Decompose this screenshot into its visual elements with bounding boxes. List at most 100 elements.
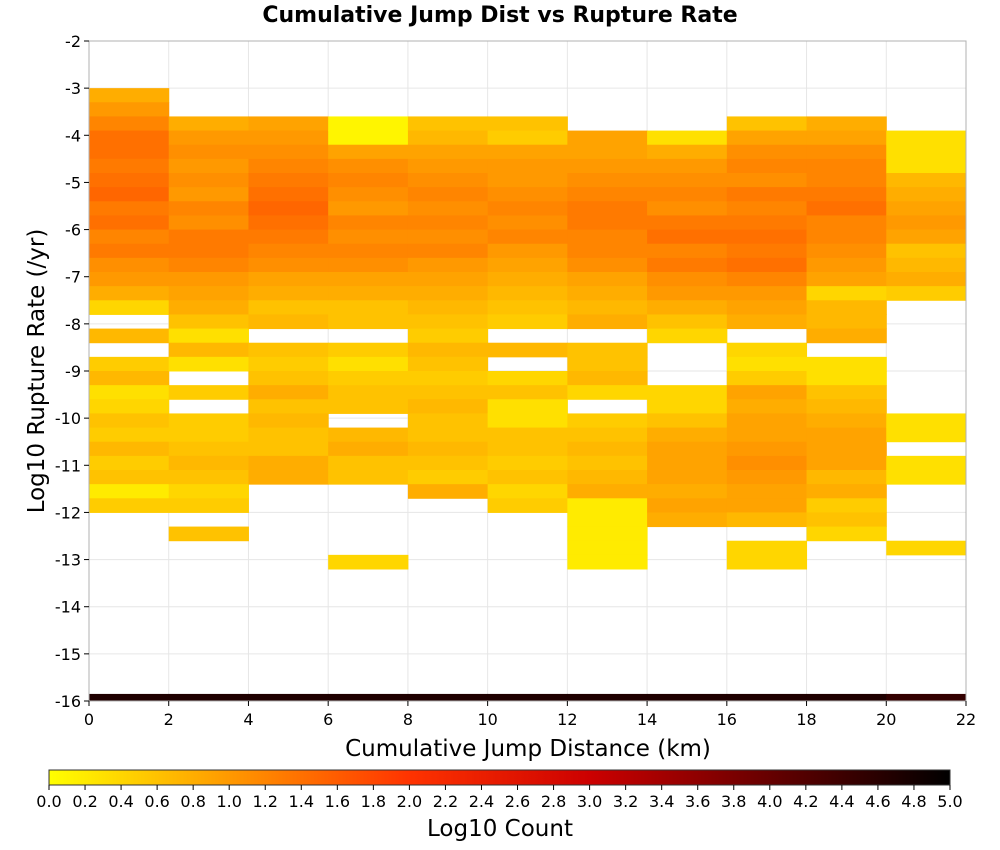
heatmap-cell bbox=[328, 130, 409, 146]
heatmap-cell bbox=[567, 300, 648, 315]
heatmap-cell bbox=[328, 286, 409, 301]
x-tick-label: 20 bbox=[876, 710, 896, 729]
heatmap-cell bbox=[248, 427, 329, 443]
heatmap-cell bbox=[647, 399, 728, 414]
heatmap-cell-bottom bbox=[248, 693, 329, 701]
colorbar-tick-label: 3.8 bbox=[721, 792, 746, 811]
heatmap-cell bbox=[806, 300, 887, 315]
heatmap-cell bbox=[806, 257, 887, 273]
heatmap-cell bbox=[328, 342, 409, 358]
heatmap-cell bbox=[647, 314, 728, 330]
heatmap-cell bbox=[567, 554, 648, 570]
heatmap-cell bbox=[806, 116, 887, 132]
heatmap-cell bbox=[328, 470, 409, 485]
heatmap-cell bbox=[407, 371, 489, 386]
heatmap-cell bbox=[89, 102, 170, 117]
heatmap-cell bbox=[806, 498, 887, 513]
heatmap-cell bbox=[726, 243, 808, 259]
heatmap-cell bbox=[248, 173, 329, 188]
heatmap-cell bbox=[726, 158, 808, 174]
heatmap-cell bbox=[407, 116, 489, 132]
heatmap-cell bbox=[886, 272, 967, 287]
heatmap-cell bbox=[328, 455, 409, 471]
heatmap-cell bbox=[567, 272, 648, 287]
heatmap-cell bbox=[248, 201, 329, 216]
heatmap-cell bbox=[168, 286, 249, 301]
heatmap-cell bbox=[487, 243, 568, 259]
heatmap-cell bbox=[168, 243, 249, 259]
heatmap-cell bbox=[248, 272, 329, 287]
y-tick-label: -2 bbox=[65, 32, 81, 51]
heatmap-cell-bottom bbox=[806, 693, 887, 701]
heatmap-cell bbox=[726, 484, 808, 499]
x-tick-label: 16 bbox=[717, 710, 737, 729]
heatmap-cell bbox=[328, 385, 409, 400]
colorbar-ticks: 0.0 0.2 0.4 0.6 0.8 1.0 1.2 1.4 1.6 1.8 2.0 2.2 2.4 2… bbox=[36, 785, 963, 811]
heatmap-cell bbox=[647, 215, 728, 231]
heatmap-cell bbox=[168, 356, 249, 372]
colorbar-tick-label: 1.4 bbox=[289, 792, 314, 811]
heatmap-cell bbox=[168, 187, 249, 202]
heatmap-cell bbox=[328, 314, 409, 330]
y-tick-label: -13 bbox=[55, 551, 81, 570]
heatmap-cell bbox=[248, 342, 329, 358]
heatmap-cell bbox=[487, 342, 568, 358]
heatmap-cell bbox=[886, 286, 967, 301]
heatmap-cell bbox=[168, 229, 249, 245]
heatmap-cell bbox=[248, 158, 329, 174]
heatmap-cell bbox=[248, 116, 329, 132]
heatmap-cell-bottom bbox=[89, 693, 170, 701]
heatmap-cell bbox=[89, 371, 170, 386]
heatmap-cell bbox=[168, 342, 249, 358]
heatmap-cell bbox=[806, 229, 887, 245]
heatmap-cell bbox=[726, 130, 808, 146]
heatmap-cell bbox=[806, 173, 887, 188]
colorbar-tick-label: 0.8 bbox=[180, 792, 205, 811]
heatmap-cell bbox=[328, 427, 409, 443]
heatmap-cell bbox=[487, 427, 568, 443]
heatmap-cell bbox=[168, 272, 249, 287]
heatmap-cell bbox=[248, 385, 329, 400]
heatmap-cell bbox=[328, 158, 409, 174]
heatmap-cell bbox=[647, 243, 728, 259]
y-tick-label: -8 bbox=[65, 315, 81, 334]
heatmap-cell bbox=[726, 272, 808, 287]
x-tick-label: 6 bbox=[323, 710, 333, 729]
heatmap-cell bbox=[407, 342, 489, 358]
heatmap-cell bbox=[89, 441, 170, 457]
heatmap-cell bbox=[726, 144, 808, 160]
heatmap-cell bbox=[647, 144, 728, 160]
colorbar-tick-label: 0.0 bbox=[36, 792, 61, 811]
heatmap-cell bbox=[726, 441, 808, 457]
x-tick-label: 0 bbox=[84, 710, 94, 729]
heatmap-cell bbox=[328, 243, 409, 259]
heatmap-cell bbox=[806, 427, 887, 443]
heatmap-cell bbox=[806, 484, 887, 499]
heatmap-cell bbox=[886, 455, 967, 471]
heatmap-cell bbox=[886, 173, 967, 188]
heatmap-cell bbox=[726, 201, 808, 216]
heatmap-cell bbox=[407, 413, 489, 429]
y-tick-label: -14 bbox=[55, 598, 81, 617]
heatmap-cell bbox=[726, 229, 808, 245]
heatmap-cell bbox=[248, 187, 329, 202]
heatmap-cell bbox=[168, 470, 249, 485]
heatmap-cell bbox=[487, 385, 568, 400]
heatmap-cell bbox=[806, 512, 887, 528]
heatmap-cell bbox=[726, 116, 808, 132]
heatmap-cell bbox=[806, 371, 887, 386]
heatmap-cell bbox=[806, 328, 887, 344]
heatmap-cell bbox=[487, 286, 568, 301]
heatmap-cell bbox=[89, 257, 170, 273]
heatmap-cell bbox=[89, 484, 170, 499]
heatmap-cell bbox=[567, 314, 648, 330]
heatmap-cell bbox=[407, 441, 489, 457]
colorbar-tick-label: 3.6 bbox=[685, 792, 710, 811]
heatmap-cell bbox=[89, 470, 170, 485]
heatmap-cell bbox=[328, 187, 409, 202]
heatmap-cell bbox=[168, 526, 249, 542]
heatmap-cell bbox=[89, 187, 170, 202]
heatmap-cell bbox=[168, 158, 249, 174]
heatmap-cell bbox=[647, 328, 728, 344]
heatmap-cell bbox=[806, 286, 887, 301]
